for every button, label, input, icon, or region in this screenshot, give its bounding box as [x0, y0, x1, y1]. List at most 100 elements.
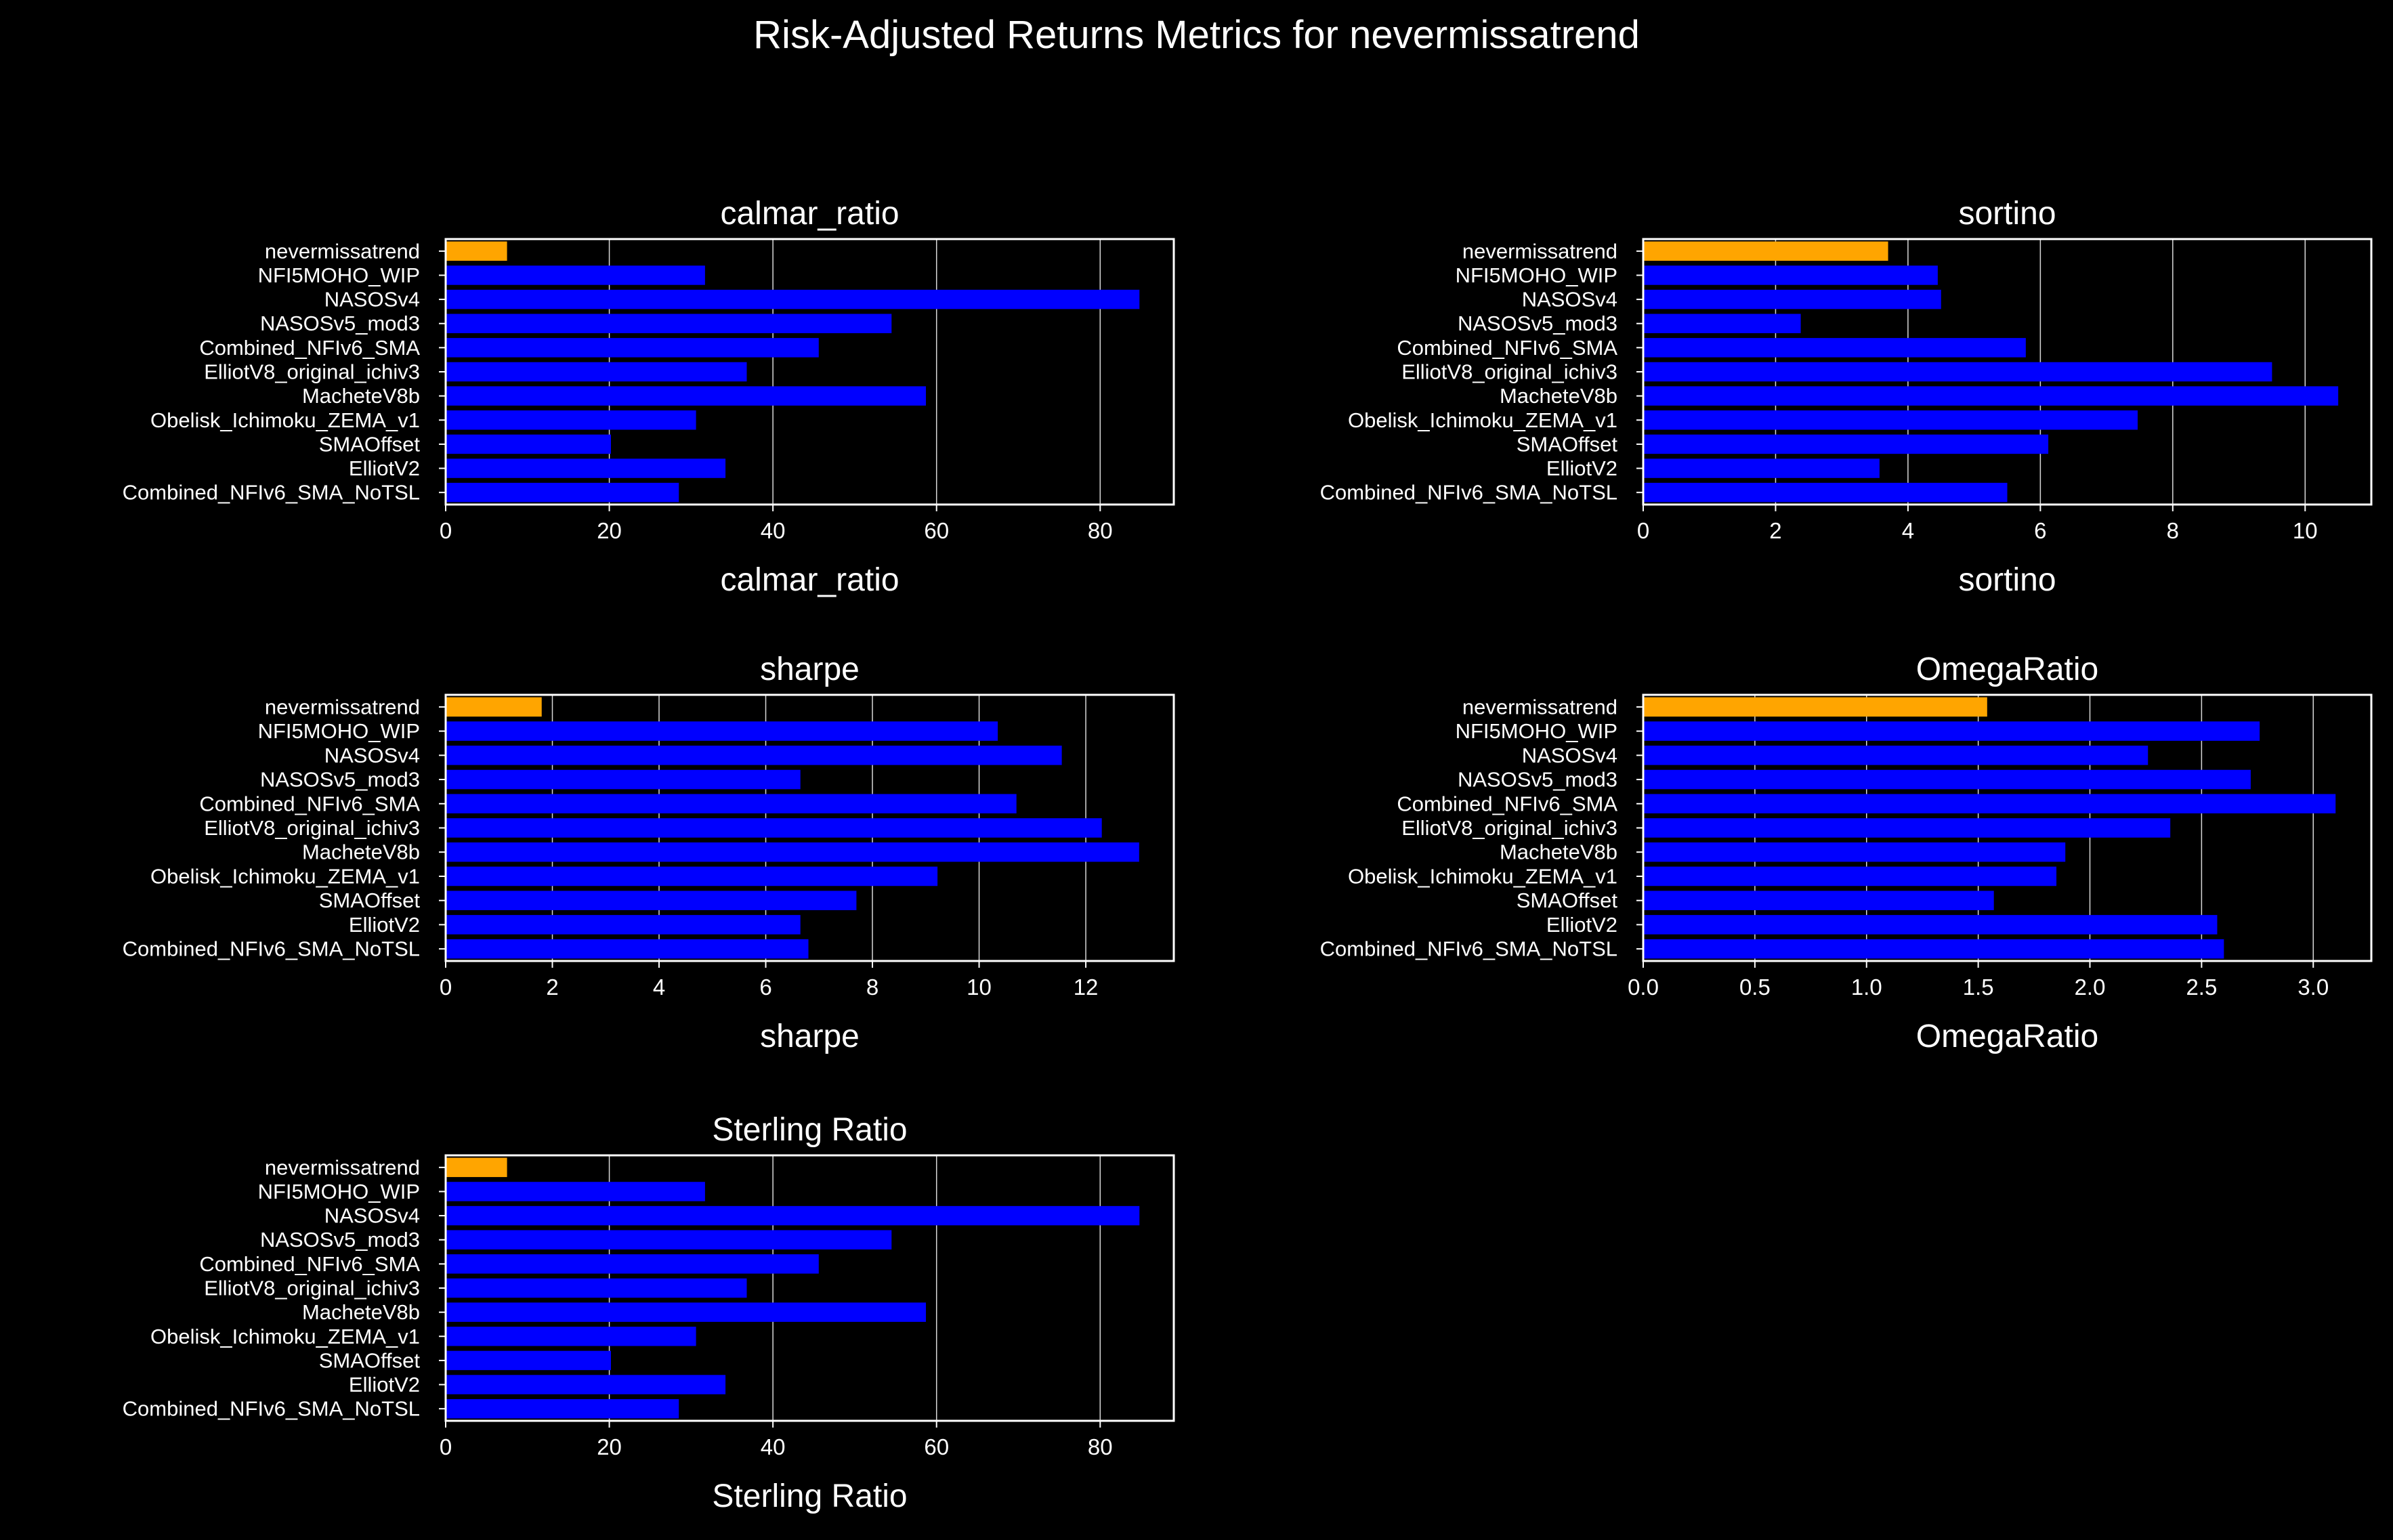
- bar-nevermissatrend: [1643, 697, 1987, 717]
- x-axis-label: sortino: [1958, 562, 2056, 598]
- bar-ElliotV8_original_ichiv3: [1643, 362, 2272, 382]
- category-label: MacheteV8b: [1500, 384, 1617, 408]
- xtick-label: 0: [1637, 518, 1649, 543]
- xtick-label: 20: [597, 518, 622, 543]
- bar-NASOSv4: [446, 1205, 1140, 1226]
- category-label: NFI5MOHO_WIP: [1456, 719, 1617, 743]
- xtick-label: 3.0: [2297, 975, 2329, 1000]
- xtick-label: 80: [1088, 1434, 1113, 1459]
- category-label: nevermissatrend: [1462, 239, 1617, 263]
- xtick-label: 1.0: [1851, 975, 1882, 1000]
- category-label: MacheteV8b: [302, 840, 420, 864]
- category-label: NFI5MOHO_WIP: [258, 719, 420, 743]
- category-label: NFI5MOHO_WIP: [258, 263, 420, 287]
- bar-nevermissatrend: [446, 1157, 507, 1178]
- category-label: SMAOffset: [1517, 889, 1618, 912]
- bar-Combined_NFIv6_SMA_NoTSL: [446, 1398, 679, 1419]
- bar-ElliotV2: [1643, 915, 2218, 935]
- bar-SMAOffset: [446, 434, 611, 454]
- bar-Obelisk_Ichimoku_ZEMA_v1: [1643, 866, 2057, 886]
- bar-Obelisk_Ichimoku_ZEMA_v1: [446, 1327, 696, 1346]
- subplot-0: nevermissatrendNFI5MOHO_WIPNASOSv4NASOSv…: [123, 196, 1175, 598]
- category-label: Combined_NFIv6_SMA_NoTSL: [123, 481, 420, 505]
- bar-NASOSv5_mod3: [446, 314, 892, 333]
- xtick-label: 0.0: [1628, 975, 1659, 1000]
- bar-ElliotV2: [446, 1375, 726, 1394]
- bar-NFI5MOHO_WIP: [446, 1182, 705, 1201]
- x-axis-label: OmegaRatio: [1916, 1019, 2098, 1054]
- xtick-label: 0.5: [1739, 975, 1771, 1000]
- category-label: Combined_NFIv6_SMA_NoTSL: [1320, 937, 1617, 961]
- xtick-label: 2.0: [2075, 975, 2106, 1000]
- category-label: SMAOffset: [319, 1348, 421, 1372]
- xtick-label: 2.5: [2186, 975, 2217, 1000]
- xtick-label: 1.5: [1963, 975, 1994, 1000]
- bar-NFI5MOHO_WIP: [1643, 721, 2260, 741]
- category-label: NASOSv4: [324, 1204, 420, 1228]
- x-axis-label: calmar_ratio: [720, 562, 899, 598]
- figure-title: Risk-Adjusted Returns Metrics for neverm…: [753, 13, 1640, 57]
- bar-Combined_NFIv6_SMA: [446, 1254, 819, 1274]
- category-label: ElliotV8_original_ichiv3: [204, 360, 420, 384]
- subplot-title: sharpe: [760, 651, 860, 687]
- axes-frame: [444, 238, 1175, 506]
- subplot-title: Sterling Ratio: [712, 1112, 907, 1148]
- bar-NASOSv5_mod3: [446, 1230, 892, 1249]
- xtick-label: 12: [1074, 975, 1099, 1000]
- xtick-label: 60: [924, 1434, 949, 1459]
- category-label: NFI5MOHO_WIP: [258, 1180, 420, 1203]
- bar-SMAOffset: [1643, 891, 1994, 910]
- category-label: Combined_NFIv6_SMA_NoTSL: [1320, 481, 1617, 505]
- category-label: Obelisk_Ichimoku_ZEMA_v1: [150, 1325, 420, 1348]
- subplot-title: calmar_ratio: [720, 196, 899, 232]
- bar-MacheteV8b: [446, 842, 1139, 862]
- bar-MacheteV8b: [446, 386, 927, 406]
- category-label: nevermissatrend: [265, 1155, 420, 1179]
- category-label: ElliotV8_original_ichiv3: [204, 1277, 420, 1300]
- bar-Combined_NFIv6_SMA: [446, 338, 819, 358]
- subplot-1: nevermissatrendNFI5MOHO_WIPNASOSv4NASOSv…: [1320, 196, 2373, 598]
- bar-NFI5MOHO_WIP: [446, 265, 705, 285]
- category-label: Combined_NFIv6_SMA: [1397, 336, 1617, 360]
- bar-Combined_NFIv6_SMA_NoTSL: [1643, 939, 2224, 959]
- category-label: SMAOffset: [1517, 432, 1618, 456]
- category-label: NASOSv5_mod3: [1458, 768, 1617, 792]
- xtick-label: 8: [866, 975, 878, 1000]
- xtick-label: 40: [761, 1434, 786, 1459]
- category-label: ElliotV8_original_ichiv3: [1401, 360, 1617, 384]
- xtick-label: 0: [440, 518, 452, 543]
- category-label: NASOSv4: [1522, 288, 1617, 312]
- bar-Combined_NFIv6_SMA: [1643, 338, 2026, 358]
- category-label: ElliotV8_original_ichiv3: [1401, 816, 1617, 840]
- bar-Combined_NFIv6_SMA: [1643, 794, 2336, 814]
- axes-frame: [1642, 693, 2373, 962]
- bar-MacheteV8b: [446, 1302, 927, 1322]
- category-label: SMAOffset: [319, 889, 421, 912]
- bar-NASOSv4: [446, 289, 1140, 309]
- subplot-title: sortino: [1958, 196, 2056, 232]
- bar-nevermissatrend: [1643, 241, 1888, 261]
- bar-ElliotV2: [446, 915, 801, 935]
- bar-ElliotV8_original_ichiv3: [446, 1278, 747, 1298]
- category-label: Obelisk_Ichimoku_ZEMA_v1: [1348, 864, 1617, 888]
- xtick-label: 80: [1088, 518, 1113, 543]
- axes-frame: [444, 1154, 1175, 1422]
- bar-NASOSv5_mod3: [446, 769, 801, 790]
- category-label: Combined_NFIv6_SMA_NoTSL: [123, 1397, 420, 1421]
- category-label: NASOSv5_mod3: [260, 312, 420, 335]
- x-axis-label: sharpe: [760, 1019, 860, 1054]
- bar-Combined_NFIv6_SMA_NoTSL: [446, 939, 809, 959]
- category-label: ElliotV8_original_ichiv3: [204, 816, 420, 840]
- bar-Combined_NFIv6_SMA: [446, 794, 1017, 814]
- xtick-label: 6: [759, 975, 771, 1000]
- xtick-label: 6: [2034, 518, 2046, 543]
- bar-ElliotV8_original_ichiv3: [446, 362, 747, 382]
- axes-frame: [444, 693, 1175, 962]
- category-label: Combined_NFIv6_SMA: [1397, 792, 1617, 815]
- subplot-3: nevermissatrendNFI5MOHO_WIPNASOSv4NASOSv…: [1320, 651, 2373, 1054]
- category-label: NASOSv5_mod3: [1458, 312, 1617, 335]
- category-label: ElliotV2: [1546, 456, 1617, 480]
- bar-Combined_NFIv6_SMA_NoTSL: [446, 482, 679, 502]
